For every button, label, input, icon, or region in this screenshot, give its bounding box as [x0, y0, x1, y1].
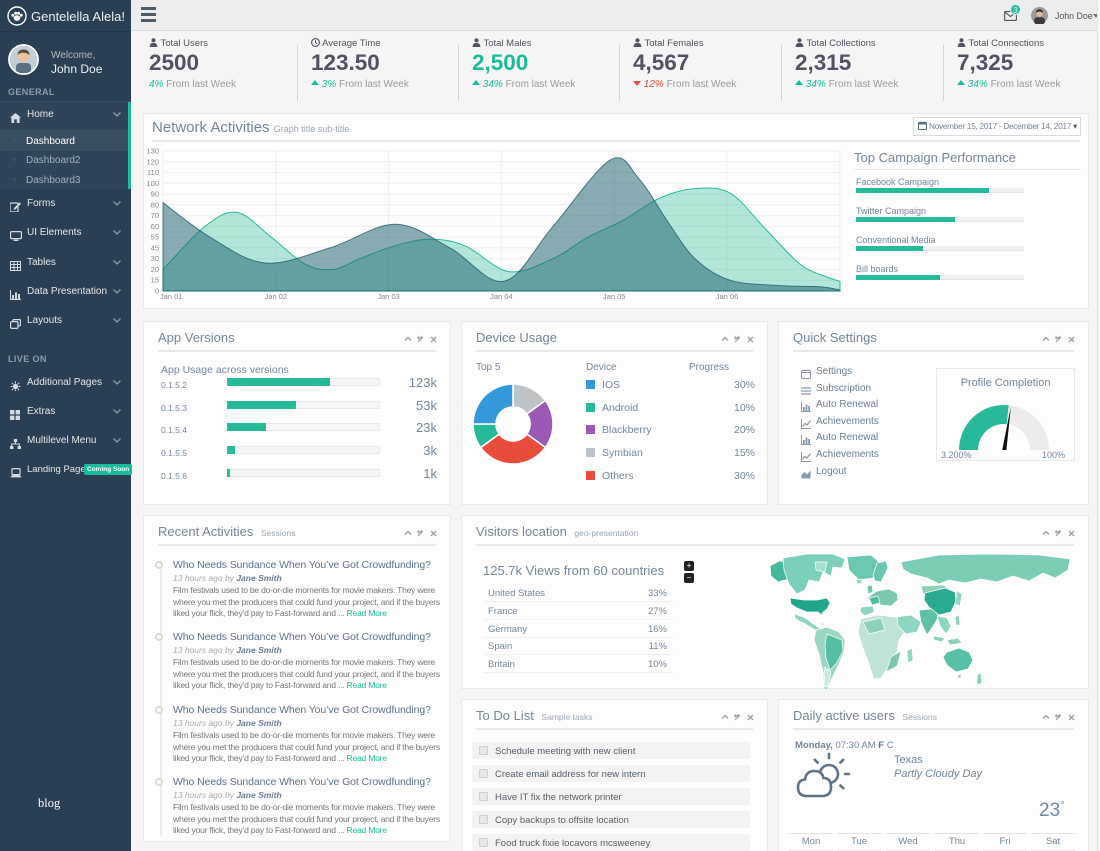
svg-text:20: 20 [151, 265, 159, 274]
svg-text:55: 55 [151, 233, 159, 242]
svg-text:70: 70 [151, 211, 159, 220]
svg-text:80: 80 [151, 200, 159, 209]
svg-text:0: 0 [155, 287, 159, 296]
svg-text:Jan 01: Jan 01 [160, 292, 183, 301]
svg-text:90: 90 [151, 190, 159, 199]
svg-text:100: 100 [146, 179, 159, 188]
svg-text:Jan 03: Jan 03 [377, 292, 400, 301]
svg-text:30: 30 [151, 254, 159, 263]
svg-text:Jan 04: Jan 04 [490, 292, 513, 301]
svg-text:45: 45 [151, 243, 159, 252]
svg-text:60: 60 [151, 222, 159, 231]
svg-text:Jan 05: Jan 05 [603, 292, 626, 301]
svg-text:Jan 06: Jan 06 [716, 292, 739, 301]
svg-text:110: 110 [147, 168, 159, 177]
svg-text:Jan 02: Jan 02 [265, 292, 288, 301]
svg-text:120: 120 [146, 157, 159, 166]
svg-text:15: 15 [151, 276, 159, 285]
svg-text:130: 130 [146, 147, 159, 156]
